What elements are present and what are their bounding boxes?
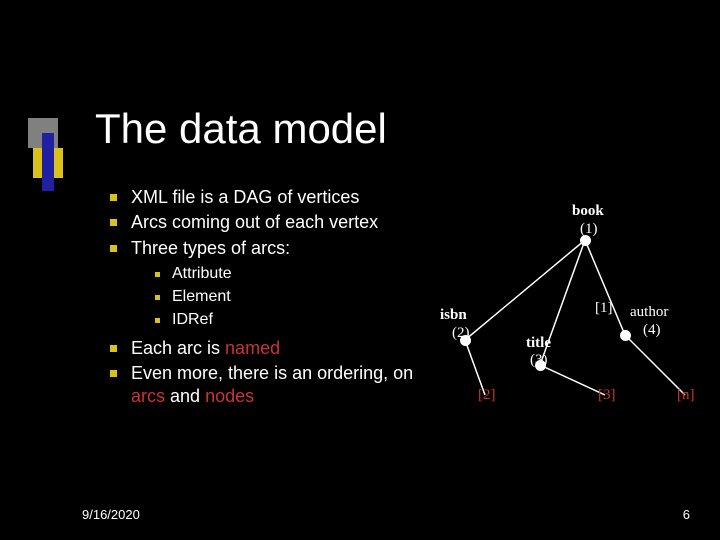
sub-bullet-item: Attribute [155, 264, 430, 285]
bullet-text: Each arc is named [131, 337, 280, 360]
node-label-book: book [572, 203, 604, 220]
node-label-isbn: isbn [440, 307, 467, 324]
bullet-item: Each arc is named [110, 337, 430, 360]
text-span: and [165, 386, 205, 406]
bullet-item: Even more, there is an ordering, on arcs… [110, 362, 430, 409]
bullet-text: XML file is a DAG of vertices [131, 186, 359, 209]
sub-bullet-item: IDRef [155, 310, 430, 331]
sub-bullet-list: Attribute Element IDRef [155, 264, 430, 330]
highlight-text: arcs [131, 386, 165, 406]
bullet-icon [110, 245, 117, 252]
leaf-label-n: [n] [677, 387, 695, 404]
sub-bullet-item: Element [155, 287, 430, 308]
bullet-item: Three types of arcs: [110, 237, 430, 260]
node-id-title: (3) [530, 352, 548, 369]
node-label-title: title [526, 335, 551, 352]
diagram-node [620, 330, 631, 341]
tree-diagram: book (1) isbn (2) title (3) author (4) [… [430, 195, 710, 425]
node-label-author: author [630, 304, 668, 321]
bullet-icon [110, 194, 117, 201]
node-id-isbn: (2) [452, 325, 470, 342]
leaf-label-3: [3] [598, 387, 616, 404]
leaf-label-2: [2] [478, 387, 496, 404]
highlight-text: nodes [205, 386, 254, 406]
node-id-book: (1) [580, 221, 598, 238]
bullet-item: XML file is a DAG of vertices [110, 186, 430, 209]
bullet-text: Even more, there is an ordering, on arcs… [131, 362, 430, 409]
title-decoration [28, 118, 64, 193]
bullet-icon [110, 219, 117, 226]
edge-label-1: [1] [595, 300, 613, 317]
content-area: XML file is a DAG of vertices Arcs comin… [110, 186, 430, 411]
sub-bullet-text: Element [172, 287, 231, 308]
bullet-icon [155, 318, 160, 323]
text-span: Even more, there is an ordering, on [131, 363, 413, 383]
slide-title: The data model [95, 105, 387, 153]
bullet-text: Arcs coming out of each vertex [131, 211, 378, 234]
bullet-text: Three types of arcs: [131, 237, 290, 260]
sub-bullet-text: IDRef [172, 310, 213, 331]
text-span: Each arc is [131, 338, 225, 358]
footer-page-number: 6 [683, 507, 690, 522]
bullet-icon [155, 295, 160, 300]
bullet-icon [155, 272, 160, 277]
bullet-icon [110, 345, 117, 352]
sub-bullet-text: Attribute [172, 264, 232, 285]
highlight-text: named [225, 338, 280, 358]
footer-date: 9/16/2020 [82, 507, 140, 522]
bullet-item: Arcs coming out of each vertex [110, 211, 430, 234]
node-id-author: (4) [643, 322, 661, 339]
bullet-icon [110, 370, 117, 377]
